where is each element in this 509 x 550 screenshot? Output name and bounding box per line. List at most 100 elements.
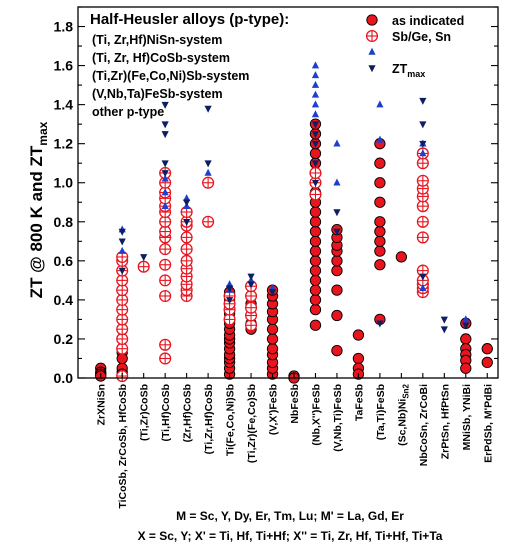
data-point-up-triangle <box>161 174 169 182</box>
data-point-zt-max <box>225 297 234 305</box>
data-point-zt-max <box>440 316 448 324</box>
y-tick-label: 1.0 <box>54 175 74 191</box>
data-point-as-indicated <box>309 255 322 267</box>
data-point-up-triangle <box>376 135 384 143</box>
y-tick-label: 1.8 <box>54 19 74 35</box>
data-point-sb-ge-sn <box>416 174 429 187</box>
x-tick-label: (Zr,Hf)CoSb <box>182 384 194 442</box>
data-point-as-indicated <box>309 304 322 316</box>
legend-marker <box>368 65 376 73</box>
x-ticks: ZrXNiSn TiCoSb, ZrCoSb, HfCoSb (Ti,Zr)CoSb… <box>96 373 494 509</box>
data-point-sb-ge-sn <box>416 215 429 228</box>
x-tick-label: Ti(Fe,Co,Ni)Sb <box>225 384 237 456</box>
data-point-sb-ge-sn <box>116 274 129 287</box>
x-tick-label: ZrPtSn, HfPtSn <box>439 384 451 459</box>
data-point-up-triangle <box>161 188 169 196</box>
data-point-up-triangle <box>311 100 320 108</box>
group-annotation: Half-Heusler alloys (p-type): (Ti, Zr,Hf… <box>90 11 289 119</box>
data-point-as-indicated <box>309 319 322 331</box>
legend: as indicated Sb/Ge, Sn ZTmax <box>365 14 464 79</box>
x-tick-label: NbCoSn, ZrCoBi <box>418 384 430 466</box>
data-point-as-indicated <box>309 245 322 257</box>
data-point-as-indicated <box>309 274 322 287</box>
group-item: (V,Nb,Ta)FeSb-system <box>92 87 223 101</box>
data-point-zt-max <box>118 238 126 246</box>
data-point-as-indicated <box>374 225 386 238</box>
data-point-sb-ge-sn <box>416 264 429 277</box>
data-point-zt-max <box>247 281 255 289</box>
x-tick-label: (V,X')FeSb <box>268 384 280 435</box>
data-point-sb-ge-sn <box>159 243 172 256</box>
data-point-sb-ge-sn <box>116 332 129 345</box>
data-point-as-indicated <box>352 329 365 341</box>
data-point-up-triangle <box>311 110 320 118</box>
data-point-sb-ge-sn <box>309 166 322 180</box>
data-point-sb-ge-sn <box>159 289 172 303</box>
data-point-zt-max <box>333 228 341 236</box>
data-point-zt-max <box>118 267 126 275</box>
data-point-zt-max <box>161 101 169 109</box>
data-point-zt-max <box>225 285 234 293</box>
data-point-zt-max <box>161 160 169 168</box>
data-point-up-triangle <box>204 168 212 176</box>
data-point-as-indicated <box>374 177 386 189</box>
data-point-sb-ge-sn <box>159 274 172 287</box>
data-point-as-indicated <box>331 284 343 296</box>
data-point-as-indicated <box>266 323 279 335</box>
data-point-up-triangle <box>161 201 169 209</box>
x-tick-label: (Ti,Zr)(Fe,Co)Sb <box>246 384 258 463</box>
y-tick-label: 0.0 <box>54 370 74 386</box>
data-point-zt-max <box>268 289 277 297</box>
y-tick-label: 0.2 <box>54 331 74 347</box>
data-point-up-triangle <box>333 139 341 147</box>
plot-frame <box>77 6 499 379</box>
data-point-as-indicated <box>481 356 493 369</box>
data-point-as-indicated <box>460 333 472 345</box>
data-point-as-indicated <box>309 147 322 160</box>
data-point-sb-ge-sn <box>159 352 172 365</box>
data-point-zt-max <box>311 140 320 148</box>
group-item: (Ti, Zr, Hf)CoSb-system <box>92 51 230 65</box>
x-tick-label: ErPdSb, M'PdBi <box>482 384 494 463</box>
x-tick-label: (Ta,Ti)FeSb <box>375 384 387 440</box>
data-point-as-indicated <box>374 245 386 257</box>
data-point-as-indicated <box>460 362 472 374</box>
data-point-as-indicated <box>309 235 322 247</box>
data-point-up-triangle <box>311 90 320 98</box>
y-tick-label: 0.4 <box>54 292 74 308</box>
x-tick-label: (Nb,X'')FeSb <box>310 384 322 446</box>
data-point-zt-max <box>311 160 320 168</box>
data-point-as-indicated <box>116 352 128 365</box>
data-point-zt-max <box>311 179 320 187</box>
data-point-zt-max <box>311 131 320 139</box>
data-point-sb-ge-sn <box>137 260 150 273</box>
legend-label: as indicated <box>392 14 464 28</box>
data-point-as-indicated <box>309 225 322 238</box>
data-point-as-indicated <box>374 216 386 228</box>
data-point-sb-ge-sn <box>116 303 129 316</box>
data-point-as-indicated <box>331 255 343 267</box>
legend-marker <box>368 47 376 55</box>
x-tick-label: MNiSb, YNiBi <box>461 384 473 450</box>
y-ticks: 0.0 0.2 0.4 0.6 0.8 1.0 1.2 1.4 1.6 1.8 <box>54 6 498 386</box>
data-point-up-triangle <box>462 315 470 323</box>
data-point-zt-max <box>161 121 169 129</box>
data-point-up-triangle <box>225 280 234 288</box>
data-point-as-indicated <box>309 264 322 277</box>
x-tick-label: NbFeSb <box>289 384 301 424</box>
data-point-up-triangle <box>376 100 384 108</box>
data-point-sb-ge-sn <box>223 313 236 326</box>
data-point-zt-max <box>247 273 255 281</box>
data-point-zt-max <box>161 131 169 139</box>
x-tick-label: (Ti,Hf)CoSb <box>160 384 172 442</box>
data-point-up-triangle <box>268 283 277 291</box>
data-point-as-indicated <box>352 352 365 365</box>
data-point-sb-ge-sn <box>180 243 193 256</box>
data-point-zt-max <box>376 320 384 328</box>
data-point-up-triangle <box>419 149 427 157</box>
data-point-as-indicated <box>374 235 386 247</box>
footnote: M = Sc, Y, Dy, Er, Tm, Lu; M' = La, Gd, … <box>176 509 404 523</box>
data-point-sb-ge-sn <box>202 176 215 189</box>
y-tick-label: 0.8 <box>54 214 74 230</box>
x-tick-label: (Ti,Zr,Hf)CoSb <box>203 384 215 454</box>
